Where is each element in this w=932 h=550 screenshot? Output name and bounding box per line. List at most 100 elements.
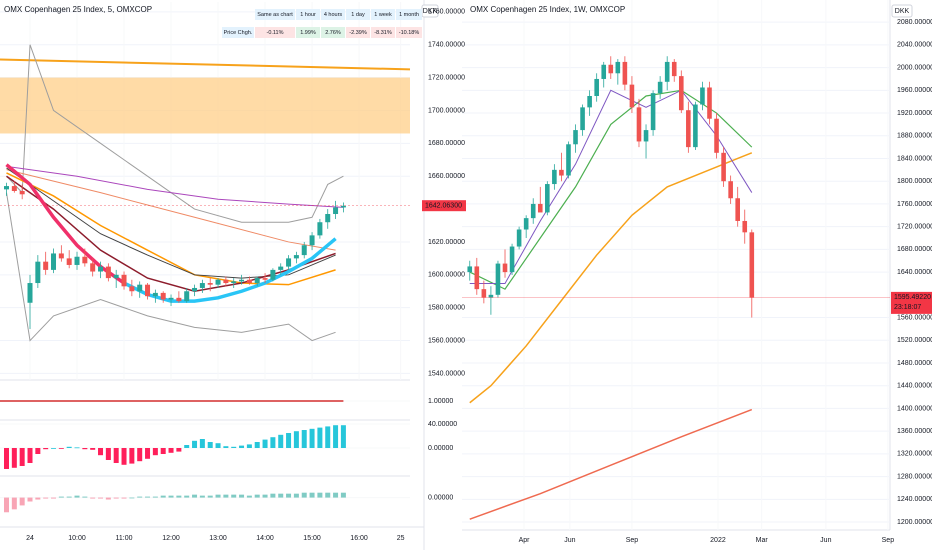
table-cell — [371, 27, 395, 38]
histogram-bar — [231, 494, 237, 498]
histogram-bar — [121, 497, 127, 499]
histogram-bar — [293, 493, 299, 498]
table-cell — [396, 27, 422, 38]
candle-body — [215, 279, 221, 285]
histogram-bar — [207, 495, 213, 498]
candle-body — [35, 261, 41, 284]
histogram-bar — [262, 494, 268, 498]
candle-body — [481, 289, 487, 298]
candle-body — [293, 255, 299, 259]
candle-body — [223, 279, 229, 284]
histogram-bar — [168, 448, 174, 453]
row-label: Price Chgh. — [224, 30, 253, 36]
candle-body — [160, 292, 166, 300]
candle-body — [317, 222, 323, 236]
candle-body — [573, 130, 578, 145]
candle-body — [559, 169, 564, 176]
candle-body — [121, 274, 127, 287]
histogram-bar — [270, 437, 276, 448]
candle-body — [537, 203, 543, 213]
indicator-line — [6, 172, 336, 286]
histogram-bar — [19, 497, 25, 506]
candle-body — [66, 258, 72, 265]
column-header: 1 month — [399, 12, 419, 18]
table-cell — [346, 27, 370, 38]
candle-body — [721, 152, 726, 182]
histogram-bar — [51, 448, 57, 449]
histogram-bar — [90, 497, 96, 499]
candle-body — [580, 107, 585, 131]
x-tick-label: 25 — [397, 535, 405, 542]
histogram-bar — [278, 434, 284, 448]
histogram-bar — [129, 448, 135, 464]
candle-body — [301, 245, 307, 256]
chart-title: OMX Copenhagen 25 Index, 5, OMXCOP — [4, 5, 152, 14]
histogram-bar — [121, 448, 127, 465]
candle-body — [231, 281, 237, 284]
histogram-bar — [286, 493, 292, 498]
candle-body — [58, 253, 64, 259]
histogram-bar — [35, 448, 41, 454]
candle-body — [340, 205, 346, 208]
currency: DKK — [895, 8, 910, 15]
histogram-bar — [317, 427, 323, 448]
candle-body — [509, 246, 515, 273]
candle-body — [650, 93, 656, 131]
y-tick-label: 1240.00000 — [897, 496, 932, 503]
histogram-bar — [309, 492, 315, 498]
indicator-line — [6, 165, 344, 208]
candle-body — [678, 76, 684, 111]
candle-body — [90, 263, 96, 272]
histogram-bar — [66, 446, 72, 448]
table-cell — [296, 27, 320, 38]
x-tick-label: 11:00 — [116, 535, 133, 542]
candle-body — [587, 96, 592, 108]
histogram-bar — [215, 494, 221, 498]
x-tick-label: 10:00 — [68, 535, 86, 542]
y-tick-label: 1480.00000 — [897, 360, 932, 367]
histogram-bar — [340, 425, 346, 448]
y-tick-label: 1600.00000 — [428, 272, 465, 279]
y-tick-label: 1580.00000 — [428, 305, 465, 312]
candle-body — [199, 283, 205, 288]
candle-body — [333, 207, 339, 215]
candle-body — [27, 283, 33, 303]
y-tick-label: 1200.00000 — [897, 519, 932, 526]
candle-body — [11, 186, 17, 191]
histogram-bar — [325, 426, 331, 448]
column-header: 1 hour — [300, 12, 316, 18]
candle-body — [693, 104, 698, 148]
y-tick-label: 1620.00000 — [428, 239, 465, 246]
table-cell — [255, 9, 295, 20]
histogram-bar — [199, 495, 205, 498]
histogram-bar — [301, 430, 307, 448]
change-value: 2.76% — [325, 30, 341, 36]
histogram-bar — [246, 444, 252, 448]
histogram-bar — [184, 495, 190, 498]
candle-body — [714, 118, 719, 153]
histogram-bar — [254, 494, 260, 498]
histogram-bar — [199, 439, 205, 448]
histogram-bar — [333, 492, 339, 498]
change-value: -8.31% — [374, 30, 392, 36]
column-header: 1 week — [374, 12, 392, 18]
histogram-bar — [176, 448, 182, 452]
histogram-bar — [51, 497, 57, 499]
candle-body — [728, 181, 733, 199]
overlay: OMX Copenhagen 25 Index, 5, OMXCOP OMX C… — [4, 4, 932, 544]
candle-body — [467, 266, 473, 273]
indicator-line — [469, 408, 753, 520]
histogram-bar — [223, 494, 229, 498]
histogram-bar — [176, 495, 182, 498]
x-tick-label: 24 — [26, 535, 34, 542]
histogram-bar — [58, 448, 64, 449]
x-tick-label: 13:00 — [209, 535, 227, 542]
candle-body — [530, 203, 536, 219]
candle-body — [105, 266, 111, 279]
candle-body — [239, 279, 245, 282]
histogram-bar — [215, 443, 221, 448]
y-tick-label: 0.00000 — [428, 494, 453, 501]
indicator-line — [469, 89, 753, 290]
y-tick-label: 1660.00000 — [428, 173, 465, 180]
